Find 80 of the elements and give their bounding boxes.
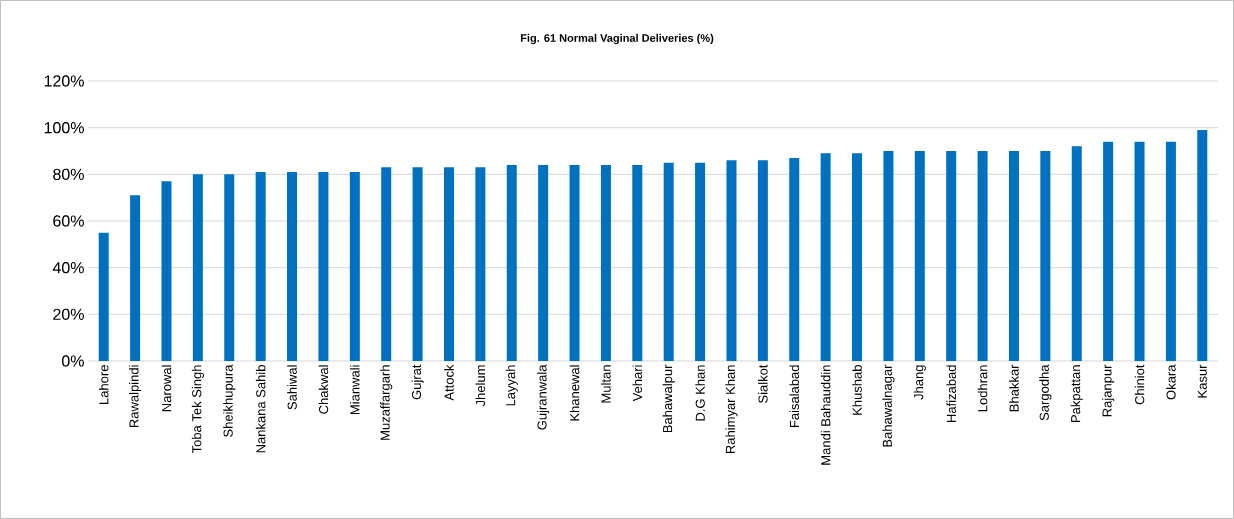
x-tick-label: Sheikhupura <box>223 364 236 437</box>
x-tick-label: Kasur <box>1197 364 1207 398</box>
bar <box>255 171 266 361</box>
x-tick-label: D.G Khan <box>695 365 705 421</box>
y-tick-label: 100% <box>44 122 84 134</box>
bar <box>726 160 737 361</box>
bar <box>506 164 517 361</box>
bar <box>1008 150 1019 361</box>
x-tick-label: Jhelum <box>475 365 486 407</box>
x-tick-label: Chakwal <box>318 365 329 414</box>
x-tick-label: Multan <box>601 365 611 403</box>
bar <box>538 164 549 361</box>
bar <box>946 150 957 361</box>
x-tick-label: Toba Tek Singh <box>191 365 204 454</box>
bar <box>130 195 141 361</box>
bar <box>632 164 643 361</box>
bar <box>789 157 800 361</box>
x-tick-label: Layyah <box>505 365 518 406</box>
x-tick-label: Faisalabad <box>789 365 800 428</box>
x-tick-label: Attock <box>444 364 454 401</box>
bar <box>977 150 988 361</box>
x-tick-label: Khanewal <box>569 365 580 421</box>
bar <box>1165 141 1176 361</box>
bar <box>1103 141 1114 361</box>
x-tick-label: Rajanpur <box>1102 364 1115 417</box>
y-tick-label: 60% <box>53 215 84 227</box>
y-tick-label: 20% <box>53 308 84 320</box>
bar <box>820 153 831 361</box>
bar <box>914 150 925 361</box>
x-tick-label: Muzaffargarh <box>380 365 393 440</box>
y-tick-label: 120% <box>44 75 84 87</box>
bar <box>695 162 706 361</box>
x-tick-label: Sargodha <box>1039 364 1052 421</box>
x-tick-label: Mandi Bahauddin <box>820 365 831 465</box>
bar <box>381 167 392 361</box>
x-tick-label: Mianwali <box>350 365 360 415</box>
bar <box>1040 150 1051 361</box>
x-tick-label: Sialkot <box>758 364 768 403</box>
x-tick-label: Narowal <box>161 365 172 412</box>
x-tick-label: Khushab <box>852 365 862 415</box>
x-tick-label: Vehari <box>632 365 643 402</box>
bar <box>349 171 360 361</box>
bar <box>852 153 863 361</box>
chart-title: Fig. 61 Normal Vaginal Deliveries (%) <box>520 33 714 45</box>
x-tick-label: Gujrat <box>411 364 424 400</box>
x-tick-label: Rahimyar Khan <box>725 365 738 454</box>
x-tick-label: Lodhran <box>977 365 988 412</box>
x-tick-label: Jhang <box>913 365 926 400</box>
bar <box>757 160 768 361</box>
bar <box>663 162 674 361</box>
bar <box>161 181 172 361</box>
x-tick-label: Bhakkar <box>1009 364 1019 412</box>
bar <box>600 164 611 361</box>
x-tick-label: Lahore <box>98 365 109 404</box>
bar <box>443 167 454 361</box>
x-tick-label: Bahawalnagar <box>882 364 895 447</box>
bar <box>224 174 235 361</box>
x-tick-label: Hafizabad <box>946 365 956 422</box>
bar <box>98 232 109 361</box>
bar <box>475 167 486 361</box>
bar <box>318 171 329 361</box>
x-tick-label: Rawalpindi <box>129 365 142 428</box>
x-tick-label: Gujranwala <box>537 364 550 430</box>
bar <box>1197 129 1208 361</box>
x-tick-label: Nankana Sahib <box>255 365 266 453</box>
y-tick-label: 40% <box>52 262 84 274</box>
x-tick-label: Sahiwal <box>287 365 297 410</box>
bar <box>1071 146 1082 361</box>
bar <box>1134 141 1145 361</box>
x-tick-label: Chiniot <box>1134 364 1145 405</box>
y-tick-label: 0% <box>61 355 84 367</box>
bar <box>287 171 298 361</box>
bar <box>412 167 423 361</box>
x-tick-label: Okara <box>1166 364 1176 400</box>
x-tick-label: Pakpattan <box>1070 365 1083 422</box>
bar <box>192 174 203 361</box>
x-tick-label: Bahawalpur <box>662 364 675 433</box>
bar <box>569 164 580 361</box>
y-tick-label: 80% <box>53 168 84 180</box>
bar <box>883 150 894 361</box>
